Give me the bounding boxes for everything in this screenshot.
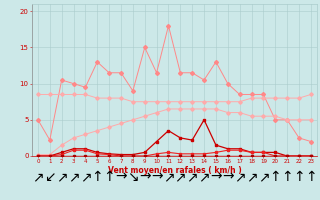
X-axis label: Vent moyen/en rafales ( km/h ): Vent moyen/en rafales ( km/h ): [108, 166, 241, 175]
